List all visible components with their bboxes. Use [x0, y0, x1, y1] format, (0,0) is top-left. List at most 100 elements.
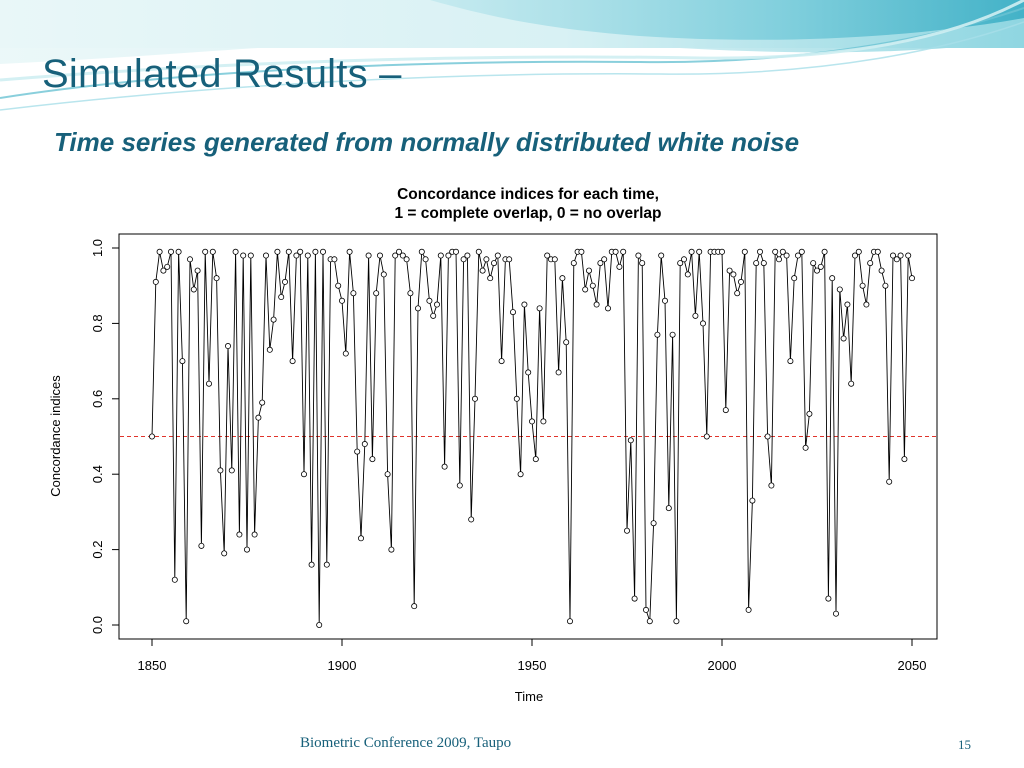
data-point: [289, 358, 296, 365]
data-point: [183, 618, 190, 625]
data-point: [403, 256, 410, 263]
data-point: [783, 252, 790, 259]
data-point: [833, 610, 840, 617]
data-point: [456, 482, 463, 489]
data-point: [741, 248, 748, 255]
data-point: [517, 471, 524, 478]
data-point: [863, 301, 870, 308]
data-point: [738, 278, 745, 285]
data-point: [361, 441, 368, 448]
data-point: [331, 256, 338, 263]
data-point: [152, 278, 159, 285]
data-point: [859, 282, 866, 289]
data-point: [490, 260, 497, 267]
slide-subtitle: Time series generated from normally dist…: [54, 127, 800, 157]
x-axis-label: Time: [515, 689, 543, 704]
data-point: [236, 531, 243, 538]
data-point: [791, 275, 798, 282]
data-point: [437, 252, 444, 259]
data-point: [426, 297, 433, 304]
data-point: [399, 252, 406, 259]
data-point: [498, 358, 505, 365]
data-point: [536, 305, 543, 312]
data-point: [654, 331, 661, 338]
data-point: [840, 335, 847, 342]
data-point: [882, 282, 889, 289]
data-point: [897, 252, 904, 259]
data-point: [578, 248, 585, 255]
data-point: [821, 248, 828, 255]
data-point: [745, 606, 752, 613]
data-point: [228, 467, 235, 474]
data-point: [483, 256, 490, 263]
data-point: [380, 271, 387, 278]
data-point: [802, 444, 809, 451]
data-point: [513, 395, 520, 402]
y-axis: 0.0 0.2 0.4 0.6 0.8 1.0: [90, 239, 120, 634]
data-point: [555, 369, 562, 376]
data-point: [342, 350, 349, 357]
data-point: [297, 248, 304, 255]
data-point: [198, 542, 205, 549]
data-point: [460, 256, 467, 263]
data-point: [540, 418, 547, 425]
data-point: [772, 248, 779, 255]
data-point: [365, 252, 372, 259]
data-point: [194, 267, 201, 274]
data-point: [662, 297, 669, 304]
x-tick-label: 2000: [708, 658, 737, 673]
data-point: [757, 248, 764, 255]
y-tick-label: 0.8: [90, 314, 105, 332]
data-point: [589, 282, 596, 289]
data-point: [874, 248, 881, 255]
data-point: [795, 252, 802, 259]
data-point: [270, 316, 277, 323]
data-point: [293, 252, 300, 259]
data-point: [175, 248, 182, 255]
x-tick-label: 2050: [898, 658, 927, 673]
data-point: [274, 248, 281, 255]
data-point: [532, 456, 539, 463]
data-point: [308, 561, 315, 568]
data-point: [312, 248, 319, 255]
data-point: [300, 471, 307, 478]
data-point: [179, 358, 186, 365]
chart-title-line-1: Concordance indices for each time,: [397, 186, 659, 203]
x-tick-label: 1950: [518, 658, 547, 673]
data-point: [506, 256, 513, 263]
data-point: [171, 576, 178, 583]
data-point: [677, 260, 684, 267]
data-point: [433, 301, 440, 308]
data-point: [563, 339, 570, 346]
data-point: [316, 621, 323, 628]
data-point: [224, 343, 231, 350]
data-point: [817, 263, 824, 270]
data-point: [605, 305, 612, 312]
data-point: [354, 448, 361, 455]
data-point: [445, 252, 452, 259]
y-tick-label: 1.0: [90, 239, 105, 257]
data-point: [167, 248, 174, 255]
data-point: [205, 380, 212, 387]
data-point: [760, 260, 767, 267]
data-point: [240, 252, 247, 259]
footer-text: Biometric Conference 2009, Taupo: [300, 735, 512, 751]
data-point: [411, 603, 418, 610]
x-axis: 1850 1900 1950 2000 2050: [138, 638, 927, 673]
y-tick-label: 0.4: [90, 465, 105, 483]
data-point: [776, 256, 783, 263]
data-point: [285, 248, 292, 255]
data-point: [719, 248, 726, 255]
data-point: [890, 252, 897, 259]
data-point: [149, 433, 156, 440]
data-point: [601, 256, 608, 263]
data-point: [692, 312, 699, 319]
data-point: [658, 252, 665, 259]
data-point: [430, 312, 437, 319]
data-point: [262, 252, 269, 259]
data-point: [848, 380, 855, 387]
data-point: [528, 418, 535, 425]
data-point: [357, 535, 364, 542]
data-point: [886, 478, 893, 485]
data-point: [369, 456, 376, 463]
